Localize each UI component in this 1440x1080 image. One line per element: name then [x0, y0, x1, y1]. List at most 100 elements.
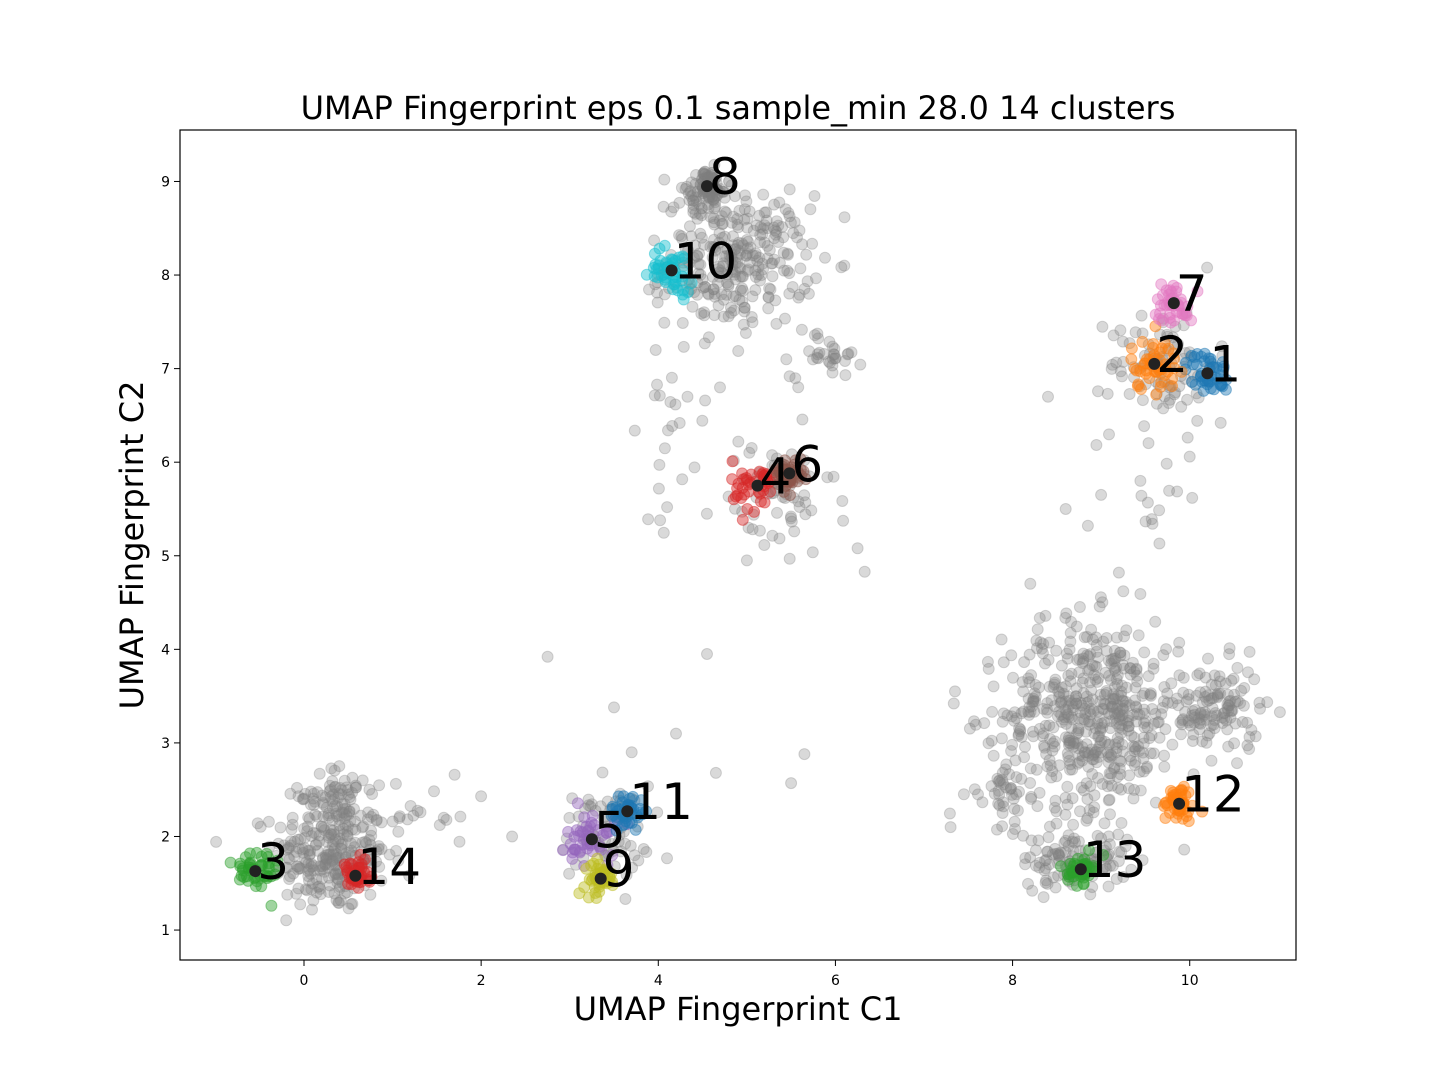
noise-point — [281, 861, 294, 874]
noise-point — [1134, 362, 1147, 375]
noise-point — [620, 869, 633, 881]
noise-point — [632, 854, 645, 867]
noise-point — [293, 842, 305, 855]
noise-point — [1060, 607, 1073, 620]
noise-point — [270, 849, 283, 862]
noise-point — [343, 805, 356, 818]
noise-point — [1048, 735, 1061, 748]
noise-point — [1128, 745, 1141, 758]
noise-point — [1078, 714, 1091, 726]
noise-point — [738, 301, 751, 314]
noise-point — [1162, 379, 1175, 391]
y-tick-label: 2 — [161, 829, 170, 845]
noise-point — [810, 272, 822, 285]
noise-point — [1127, 709, 1140, 721]
noise-point — [1059, 703, 1072, 716]
noise-point — [679, 243, 692, 256]
noise-point — [1013, 722, 1026, 735]
noise-point — [319, 858, 332, 871]
noise-point — [334, 854, 347, 867]
noise-point — [1109, 664, 1122, 677]
noise-point — [296, 793, 309, 805]
noise-point — [1089, 722, 1102, 735]
noise-point — [1096, 778, 1109, 790]
noise-point — [1162, 397, 1175, 409]
noise-point — [1092, 772, 1104, 784]
noise-point — [783, 210, 796, 223]
noise-point — [1081, 519, 1094, 532]
noise-point — [749, 247, 762, 260]
noise-point — [1122, 714, 1135, 727]
noise-point — [804, 203, 817, 216]
noise-point — [292, 860, 305, 873]
noise-point — [766, 270, 779, 283]
noise-point — [1108, 761, 1121, 774]
noise-point — [1015, 731, 1028, 743]
noise-point — [707, 283, 720, 296]
noise-point — [1127, 792, 1140, 805]
noise-point — [683, 277, 696, 290]
noise-point — [365, 829, 378, 842]
noise-point — [685, 190, 698, 203]
noise-point — [333, 832, 346, 845]
noise-point — [1053, 686, 1066, 699]
noise-point — [1082, 746, 1095, 759]
noise-point — [792, 291, 805, 304]
noise-point — [327, 845, 340, 858]
noise-point — [1130, 715, 1143, 728]
noise-point — [741, 264, 754, 277]
noise-point — [741, 212, 754, 225]
noise-point — [1145, 729, 1158, 742]
noise-point — [1089, 673, 1102, 686]
noise-point — [726, 265, 738, 278]
noise-point — [805, 504, 818, 517]
noise-point — [1135, 489, 1148, 502]
noise-point — [726, 258, 739, 271]
noise-point — [582, 799, 595, 812]
noise-point — [766, 257, 779, 270]
noise-point — [1158, 390, 1171, 403]
noise-point — [736, 270, 748, 283]
noise-point — [793, 224, 806, 237]
noise-point — [1198, 708, 1211, 721]
noise-point — [673, 196, 686, 209]
noise-point — [615, 821, 628, 834]
noise-point — [745, 311, 758, 323]
noise-point — [1144, 688, 1156, 701]
noise-point — [1111, 678, 1124, 690]
noise-point — [1095, 488, 1108, 501]
noise-point — [1006, 738, 1019, 751]
noise-point — [1091, 743, 1104, 756]
noise-point — [653, 458, 666, 471]
noise-point — [322, 807, 335, 820]
noise-point — [763, 244, 776, 257]
y-tick-label: 7 — [161, 362, 170, 378]
noise-point — [1059, 695, 1072, 708]
noise-point — [1192, 391, 1205, 404]
noise-point — [709, 243, 722, 256]
noise-point — [349, 815, 361, 828]
noise-point — [729, 190, 741, 203]
y-tick-label: 9 — [161, 174, 170, 190]
noise-point — [1137, 737, 1150, 750]
noise-point — [743, 256, 756, 269]
noise-point — [291, 833, 304, 846]
noise-point — [677, 256, 690, 269]
noise-point — [1105, 767, 1118, 780]
noise-point — [335, 838, 348, 851]
noise-point — [1123, 337, 1136, 350]
noise-point — [1076, 750, 1089, 763]
noise-point — [311, 810, 324, 823]
noise-point — [712, 299, 725, 312]
noise-point — [1165, 677, 1178, 690]
noise-point — [349, 781, 362, 794]
noise-point — [339, 848, 352, 860]
noise-point — [1027, 695, 1040, 708]
noise-point — [673, 229, 686, 242]
noise-point — [767, 487, 780, 499]
noise-point — [798, 748, 811, 761]
noise-point — [1087, 753, 1100, 766]
noise-point — [310, 886, 323, 899]
noise-point — [1069, 690, 1082, 703]
noise-point — [757, 188, 770, 201]
